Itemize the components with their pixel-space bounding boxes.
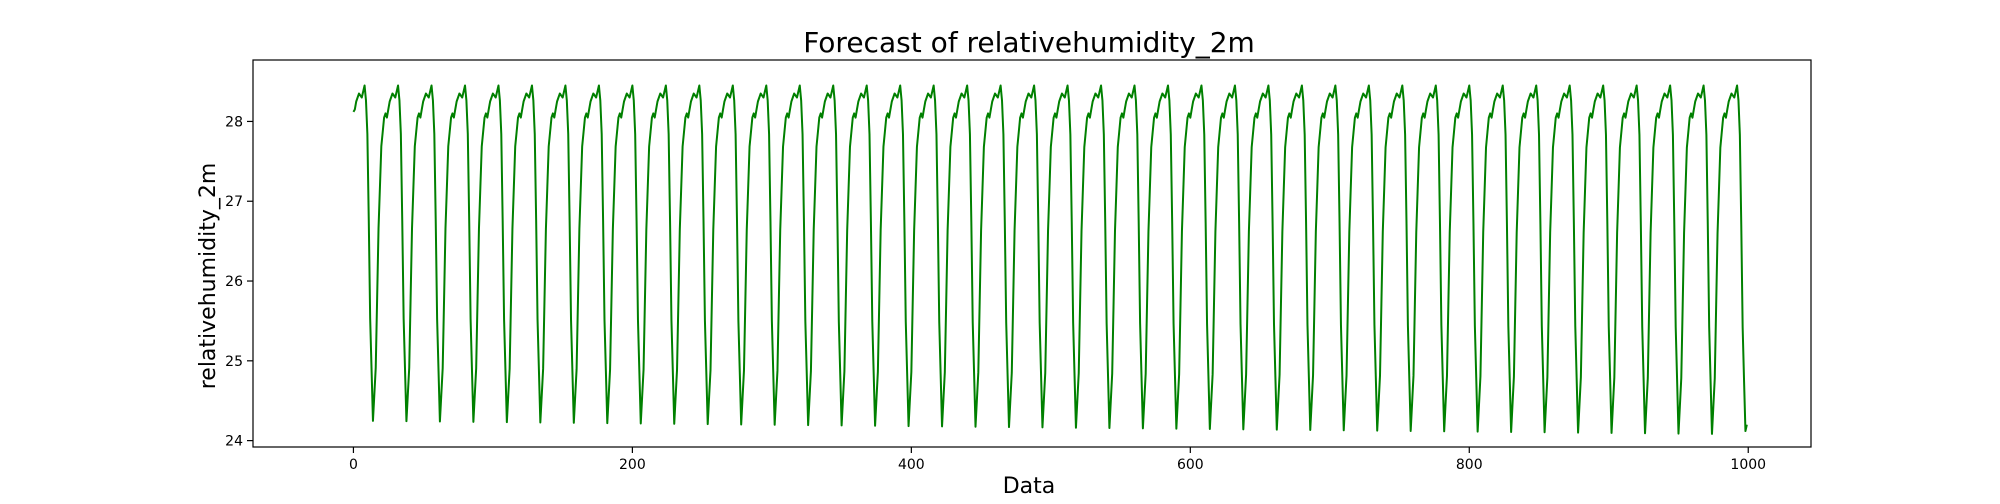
x-tick-label: 400 (898, 457, 925, 473)
x-tick-label: 800 (1456, 457, 1483, 473)
plot-frame (252, 59, 1812, 448)
x-tick-label: 0 (349, 457, 358, 473)
y-tick-label: 25 (225, 354, 243, 370)
y-tick-label: 27 (225, 194, 243, 210)
y-tick-label: 26 (225, 274, 243, 290)
x-tick-label: 600 (1177, 457, 1204, 473)
chart-title: Forecast of relativehumidity_2m (803, 26, 1255, 59)
y-tick-label: 24 (225, 434, 243, 450)
series-line-0 (352, 84, 1748, 435)
x-tick-label: 1000 (1730, 457, 1766, 473)
x-axis-label: Data (1003, 474, 1056, 499)
y-axis-label: relativehumidity_2m (196, 163, 221, 390)
y-tick-label: 28 (225, 114, 243, 130)
x-tick-label: 200 (619, 457, 646, 473)
